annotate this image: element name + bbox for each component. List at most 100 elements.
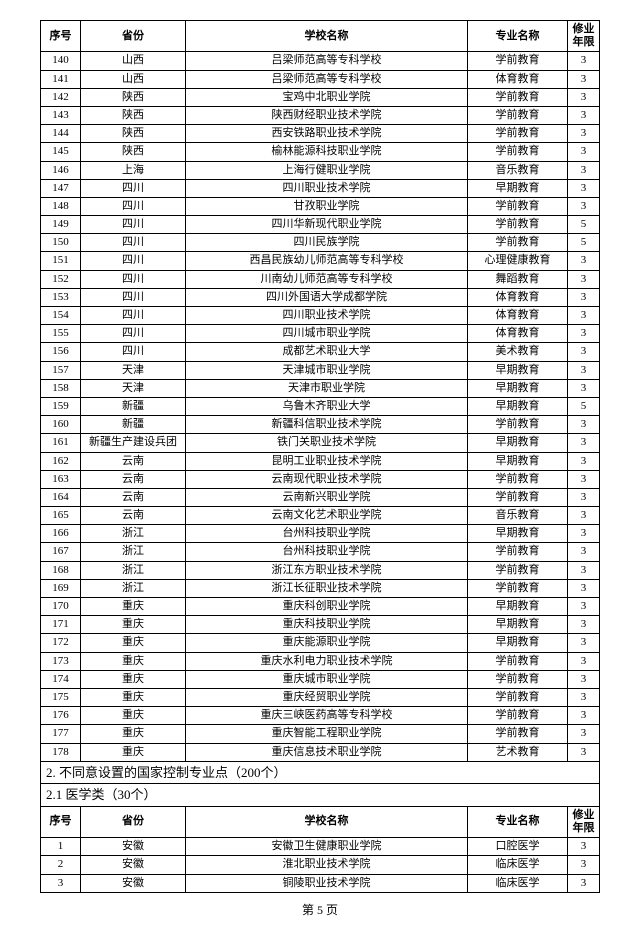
cell-seq: 158 [41, 379, 81, 397]
cell-school: 台州科技职业学院 [186, 525, 468, 543]
cell-province: 重庆 [81, 707, 186, 725]
cell-province: 四川 [81, 325, 186, 343]
header-major-2: 专业名称 [468, 806, 568, 837]
cell-school: 台州科技职业学院 [186, 543, 468, 561]
cell-major: 心理健康教育 [468, 252, 568, 270]
cell-school: 淮北职业技术学院 [186, 856, 468, 874]
table-row: 156四川成都艺术职业大学美术教育3 [41, 343, 600, 361]
cell-province: 重庆 [81, 652, 186, 670]
cell-province: 云南 [81, 470, 186, 488]
cell-school: 重庆信息技术职业学院 [186, 743, 468, 761]
table-row: 141山西吕梁师范高等专科学校体育教育3 [41, 70, 600, 88]
cell-major: 早期教育 [468, 452, 568, 470]
header-row: 序号 省份 学校名称 专业名称 修业年限 [41, 21, 600, 52]
cell-school: 铁门关职业技术学院 [186, 434, 468, 452]
cell-school: 四川职业技术学院 [186, 307, 468, 325]
cell-school: 四川职业技术学院 [186, 179, 468, 197]
cell-school: 吕梁师范高等专科学校 [186, 70, 468, 88]
cell-province: 陕西 [81, 88, 186, 106]
cell-province: 重庆 [81, 688, 186, 706]
cell-school: 重庆科技职业学院 [186, 616, 468, 634]
cell-province: 重庆 [81, 670, 186, 688]
table-row: 164云南云南新兴职业学院学前教育3 [41, 488, 600, 506]
cell-years: 3 [568, 106, 600, 124]
cell-province: 重庆 [81, 598, 186, 616]
cell-major: 早期教育 [468, 434, 568, 452]
cell-seq: 150 [41, 234, 81, 252]
table-row: 152四川川南幼儿师范高等专科学校舞蹈教育3 [41, 270, 600, 288]
cell-major: 学前教育 [468, 670, 568, 688]
cell-school: 陕西财经职业技术学院 [186, 106, 468, 124]
cell-years: 3 [568, 488, 600, 506]
table-row: 165云南云南文化艺术职业学院音乐教育3 [41, 507, 600, 525]
table-row: 144陕西西安铁路职业技术学院学前教育3 [41, 125, 600, 143]
cell-school: 四川华新现代职业学院 [186, 216, 468, 234]
cell-school: 乌鲁木齐职业大学 [186, 397, 468, 415]
cell-seq: 148 [41, 197, 81, 215]
table-row: 157天津天津城市职业学院早期教育3 [41, 361, 600, 379]
cell-years: 3 [568, 307, 600, 325]
cell-years: 3 [568, 634, 600, 652]
cell-province: 四川 [81, 307, 186, 325]
cell-years: 3 [568, 670, 600, 688]
cell-years: 3 [568, 343, 600, 361]
cell-seq: 163 [41, 470, 81, 488]
table-row: 143陕西陕西财经职业技术学院学前教育3 [41, 106, 600, 124]
cell-province: 新疆 [81, 416, 186, 434]
cell-province: 浙江 [81, 579, 186, 597]
cell-seq: 144 [41, 125, 81, 143]
table-row: 167浙江台州科技职业学院学前教育3 [41, 543, 600, 561]
header-province: 省份 [81, 21, 186, 52]
cell-seq: 143 [41, 106, 81, 124]
table-row: 161新疆生产建设兵团铁门关职业技术学院早期教育3 [41, 434, 600, 452]
cell-province: 天津 [81, 379, 186, 397]
cell-seq: 161 [41, 434, 81, 452]
header-years-2: 修业年限 [568, 806, 600, 837]
cell-seq: 147 [41, 179, 81, 197]
cell-seq: 2 [41, 856, 81, 874]
cell-province: 山西 [81, 70, 186, 88]
cell-major: 美术教育 [468, 343, 568, 361]
cell-province: 云南 [81, 452, 186, 470]
cell-school: 西昌民族幼儿师范高等专科学校 [186, 252, 468, 270]
cell-province: 浙江 [81, 543, 186, 561]
cell-years: 3 [568, 379, 600, 397]
cell-major: 学前教育 [468, 143, 568, 161]
cell-seq: 1 [41, 838, 81, 856]
table-row: 140山西吕梁师范高等专科学校学前教育3 [41, 52, 600, 70]
table-row: 149四川四川华新现代职业学院学前教育5 [41, 216, 600, 234]
cell-province: 山西 [81, 52, 186, 70]
cell-seq: 164 [41, 488, 81, 506]
cell-school: 天津市职业学院 [186, 379, 468, 397]
cell-seq: 3 [41, 874, 81, 892]
main-table: 序号 省份 学校名称 专业名称 修业年限 140山西吕梁师范高等专科学校学前教育… [40, 20, 600, 893]
cell-province: 四川 [81, 252, 186, 270]
table-row: 178重庆重庆信息技术职业学院艺术教育3 [41, 743, 600, 761]
cell-major: 临床医学 [468, 874, 568, 892]
cell-seq: 178 [41, 743, 81, 761]
cell-major: 学前教育 [468, 125, 568, 143]
cell-province: 安徽 [81, 874, 186, 892]
cell-school: 天津城市职业学院 [186, 361, 468, 379]
cell-years: 3 [568, 874, 600, 892]
cell-major: 学前教育 [468, 543, 568, 561]
cell-years: 3 [568, 452, 600, 470]
cell-seq: 146 [41, 161, 81, 179]
cell-major: 学前教育 [468, 106, 568, 124]
cell-major: 早期教育 [468, 598, 568, 616]
table-row: 169浙江浙江长征职业技术学院学前教育3 [41, 579, 600, 597]
cell-province: 安徽 [81, 838, 186, 856]
cell-seq: 172 [41, 634, 81, 652]
cell-years: 3 [568, 197, 600, 215]
cell-years: 3 [568, 579, 600, 597]
cell-school: 重庆水利电力职业技术学院 [186, 652, 468, 670]
cell-province: 重庆 [81, 634, 186, 652]
cell-seq: 171 [41, 616, 81, 634]
cell-province: 重庆 [81, 616, 186, 634]
table-row: 160新疆新疆科信职业技术学院学前教育3 [41, 416, 600, 434]
cell-school: 云南文化艺术职业学院 [186, 507, 468, 525]
table-row: 159新疆乌鲁木齐职业大学早期教育5 [41, 397, 600, 415]
cell-province: 天津 [81, 361, 186, 379]
cell-school: 安徽卫生健康职业学院 [186, 838, 468, 856]
table-row: 154四川四川职业技术学院体育教育3 [41, 307, 600, 325]
